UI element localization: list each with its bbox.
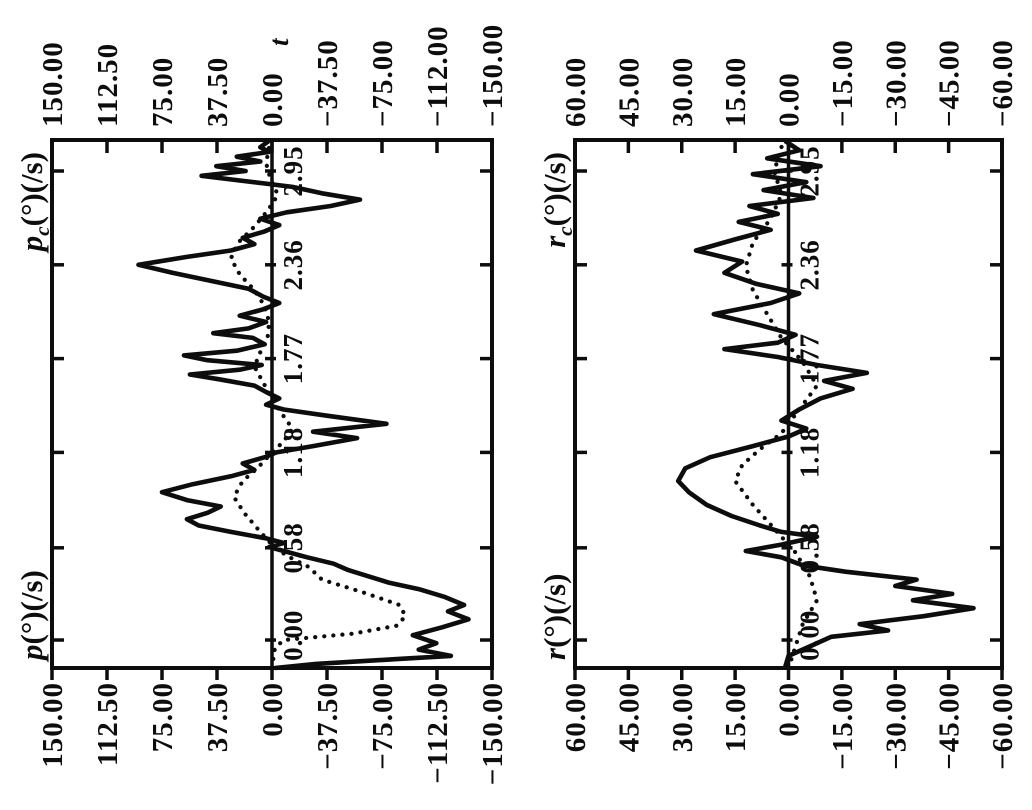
value-tick-label-right: 0.00 — [774, 72, 806, 127]
time-tick-label: 2.36 — [278, 239, 308, 290]
value-tick-label-right: 30.00 — [667, 57, 699, 127]
curve-label-left: r(°)(/s) — [537, 574, 572, 660]
value-tick-label-right: −150.00 — [477, 24, 509, 127]
value-tick-label-left: −112.50 — [422, 682, 454, 784]
curve-label-right: pc(°)(/s) — [14, 152, 54, 254]
time-tick-label: 0.00 — [278, 610, 308, 661]
value-tick-label-left: −60.00 — [987, 682, 1019, 770]
chart-canvas: 150.00 150.00 112.50 112.50 75.00 75.00 37.50 3… — [14, 24, 509, 786]
value-tick-label-left: 60.00 — [560, 682, 592, 752]
chart-p: 150.00 150.00 112.50 112.50 75.00 75.00 37.50 3… — [14, 24, 509, 786]
value-tick-label-right: −45.00 — [934, 39, 966, 127]
time-tick-label: 1.77 — [278, 333, 308, 384]
value-tick-label-left: 37.50 — [202, 682, 234, 752]
value-tick-label-left: 45.00 — [613, 682, 645, 752]
value-tick-label-left: −45.00 — [934, 682, 966, 770]
value-tick-label-right: −37.50 — [312, 39, 344, 127]
chart-r: 60.00 60.00 45.00 45.00 30.00 30.00 15.00 15.00… — [516, 0, 1032, 810]
series-r — [675, 138, 976, 669]
time-tick-label: 1.18 — [795, 427, 825, 478]
value-tick-label-right: −75.00 — [367, 39, 399, 127]
panel-p: 150.00 150.00 112.50 112.50 75.00 75.00 37.50 3… — [14, 24, 509, 786]
value-tick-label-right: 37.50 — [202, 57, 234, 127]
value-tick-label-left: −30.00 — [880, 682, 912, 770]
time-tick-label: 2.95 — [795, 145, 825, 196]
value-tick-label-right: −60.00 — [987, 39, 1019, 127]
time-tick-label: 2.36 — [795, 239, 825, 290]
value-tick-label-left: 0.00 — [257, 682, 289, 737]
time-tick-label: 0.58 — [278, 522, 308, 573]
series-r_c — [733, 138, 820, 671]
value-tick-label-left: −37.50 — [312, 682, 344, 770]
value-tick-label-right: 45.00 — [613, 57, 645, 127]
value-tick-label-left: 15.00 — [720, 682, 752, 752]
curve-label-right: rc(°)(/s) — [537, 152, 577, 248]
chart-canvas: 60.00 60.00 45.00 45.00 30.00 30.00 15.00 15.00… — [537, 39, 1019, 770]
value-tick-label-left: 0.00 — [774, 682, 806, 737]
value-tick-label-right: 15.00 — [720, 57, 752, 127]
value-tick-label-left: −15.00 — [827, 682, 859, 770]
value-tick-label-right: −30.00 — [880, 39, 912, 127]
value-tick-label-left: −75.00 — [367, 682, 399, 770]
series-p — [136, 138, 471, 671]
value-tick-label-right: 75.00 — [147, 57, 179, 127]
curve-label-left: p(°)(/s) — [14, 570, 49, 663]
value-tick-label-left: −150.00 — [477, 682, 509, 785]
value-tick-label-right: −112.00 — [422, 25, 454, 127]
value-tick-label-right: 0.00 — [257, 72, 289, 127]
panel-r: 60.00 60.00 45.00 45.00 30.00 30.00 15.00 15.00… — [516, 0, 1032, 810]
value-tick-label-right: 150.00 — [37, 41, 69, 127]
value-tick-label-left: 150.00 — [37, 682, 69, 768]
series-p_c — [228, 138, 408, 671]
value-tick-label-right: 60.00 — [560, 57, 592, 127]
value-tick-label-right: 112.50 — [92, 43, 124, 127]
value-tick-label-right: −15.00 — [827, 39, 859, 127]
value-tick-label-left: 30.00 — [667, 682, 699, 752]
value-tick-label-left: 112.50 — [92, 682, 124, 766]
value-tick-label-left: 75.00 — [147, 682, 179, 752]
time-axis-letter: t — [264, 37, 294, 46]
